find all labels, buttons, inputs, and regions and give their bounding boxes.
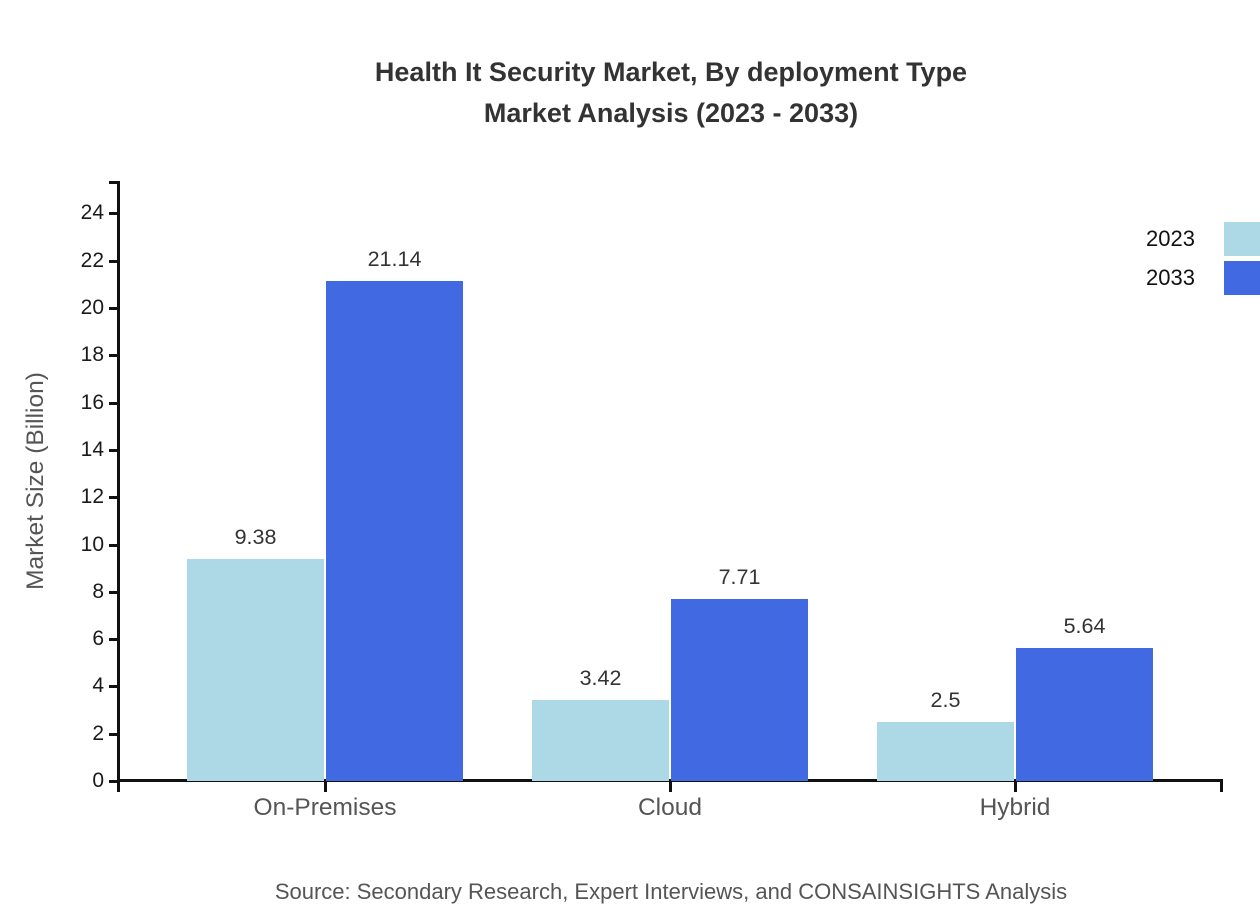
bar-cloud-2033 — [671, 599, 808, 781]
y-tick-mark — [109, 449, 120, 452]
y-tick-mark — [109, 544, 120, 547]
x-category-label-cloud: Cloud — [637, 794, 703, 821]
y-tick-mark — [109, 780, 120, 783]
value-label-hybrid-2033: 5.64 — [1063, 614, 1106, 638]
x-tick-mark — [1014, 781, 1017, 792]
y-tick-label: 6 — [92, 627, 104, 650]
bar-hybrid-2023 — [877, 722, 1014, 781]
chart-title-line2: Market Analysis (2023 - 2033) — [483, 98, 859, 128]
legend-swatch-2033 — [1224, 260, 1260, 295]
x-axis-line — [117, 779, 1223, 782]
legend: 2023 2033 — [1146, 219, 1260, 297]
y-tick-mark — [109, 307, 120, 310]
y-tick-label: 20 — [80, 296, 104, 319]
chart-title-line1: Health It Security Market, By deployment… — [374, 57, 968, 87]
y-tick-mark — [109, 733, 120, 736]
y-tick-label: 2 — [92, 722, 104, 745]
bar-cloud-2023 — [532, 700, 669, 781]
bar-on-premises-2023 — [187, 559, 324, 781]
bar-hybrid-2033 — [1016, 648, 1153, 781]
legend-swatch-2023 — [1224, 221, 1260, 256]
y-tick-mark — [109, 591, 120, 594]
value-label-cloud-2023: 3.42 — [579, 666, 622, 690]
y-tick-mark — [109, 212, 120, 215]
value-label-on-premises-2023: 9.38 — [234, 525, 277, 549]
x-category-label-hybrid: Hybrid — [979, 794, 1051, 821]
y-tick-label: 18 — [80, 343, 104, 366]
y-tick-label: 22 — [80, 249, 104, 272]
value-label-on-premises-2033: 21.14 — [367, 247, 422, 271]
legend-item-2023: 2023 — [1146, 219, 1260, 258]
y-tick-label: 24 — [80, 201, 104, 224]
x-axis-right-cap — [1220, 781, 1223, 792]
y-tick-mark — [109, 402, 120, 405]
y-tick-label: 8 — [92, 580, 104, 603]
y-axis-top-cap — [109, 181, 120, 184]
x-axis-left-cap — [117, 781, 120, 792]
y-tick-mark — [109, 260, 120, 263]
y-tick-mark — [109, 685, 120, 688]
legend-label-2023: 2023 — [1146, 225, 1195, 251]
y-tick-label: 14 — [80, 438, 104, 461]
y-tick-label: 16 — [80, 391, 104, 414]
value-label-cloud-2033: 7.71 — [718, 565, 761, 589]
y-tick-label: 12 — [80, 485, 104, 508]
x-tick-mark — [669, 781, 672, 792]
x-tick-mark — [324, 781, 327, 792]
x-category-label-on-premises: On-Premises — [253, 794, 397, 821]
legend-label-2033: 2033 — [1146, 264, 1195, 290]
legend-item-2033: 2033 — [1146, 258, 1260, 297]
y-tick-mark — [109, 638, 120, 641]
y-tick-mark — [109, 354, 120, 357]
bar-on-premises-2033 — [326, 281, 463, 781]
chart-title: Health It Security Market, By deployment… — [120, 52, 1222, 134]
y-axis-line — [117, 181, 120, 782]
y-tick-label: 0 — [92, 769, 104, 792]
y-tick-label: 4 — [92, 674, 104, 697]
value-label-hybrid-2023: 2.5 — [930, 688, 961, 712]
source-note: Source: Secondary Research, Expert Inter… — [274, 879, 1068, 904]
y-tick-mark — [109, 496, 120, 499]
y-tick-label: 10 — [80, 533, 104, 556]
